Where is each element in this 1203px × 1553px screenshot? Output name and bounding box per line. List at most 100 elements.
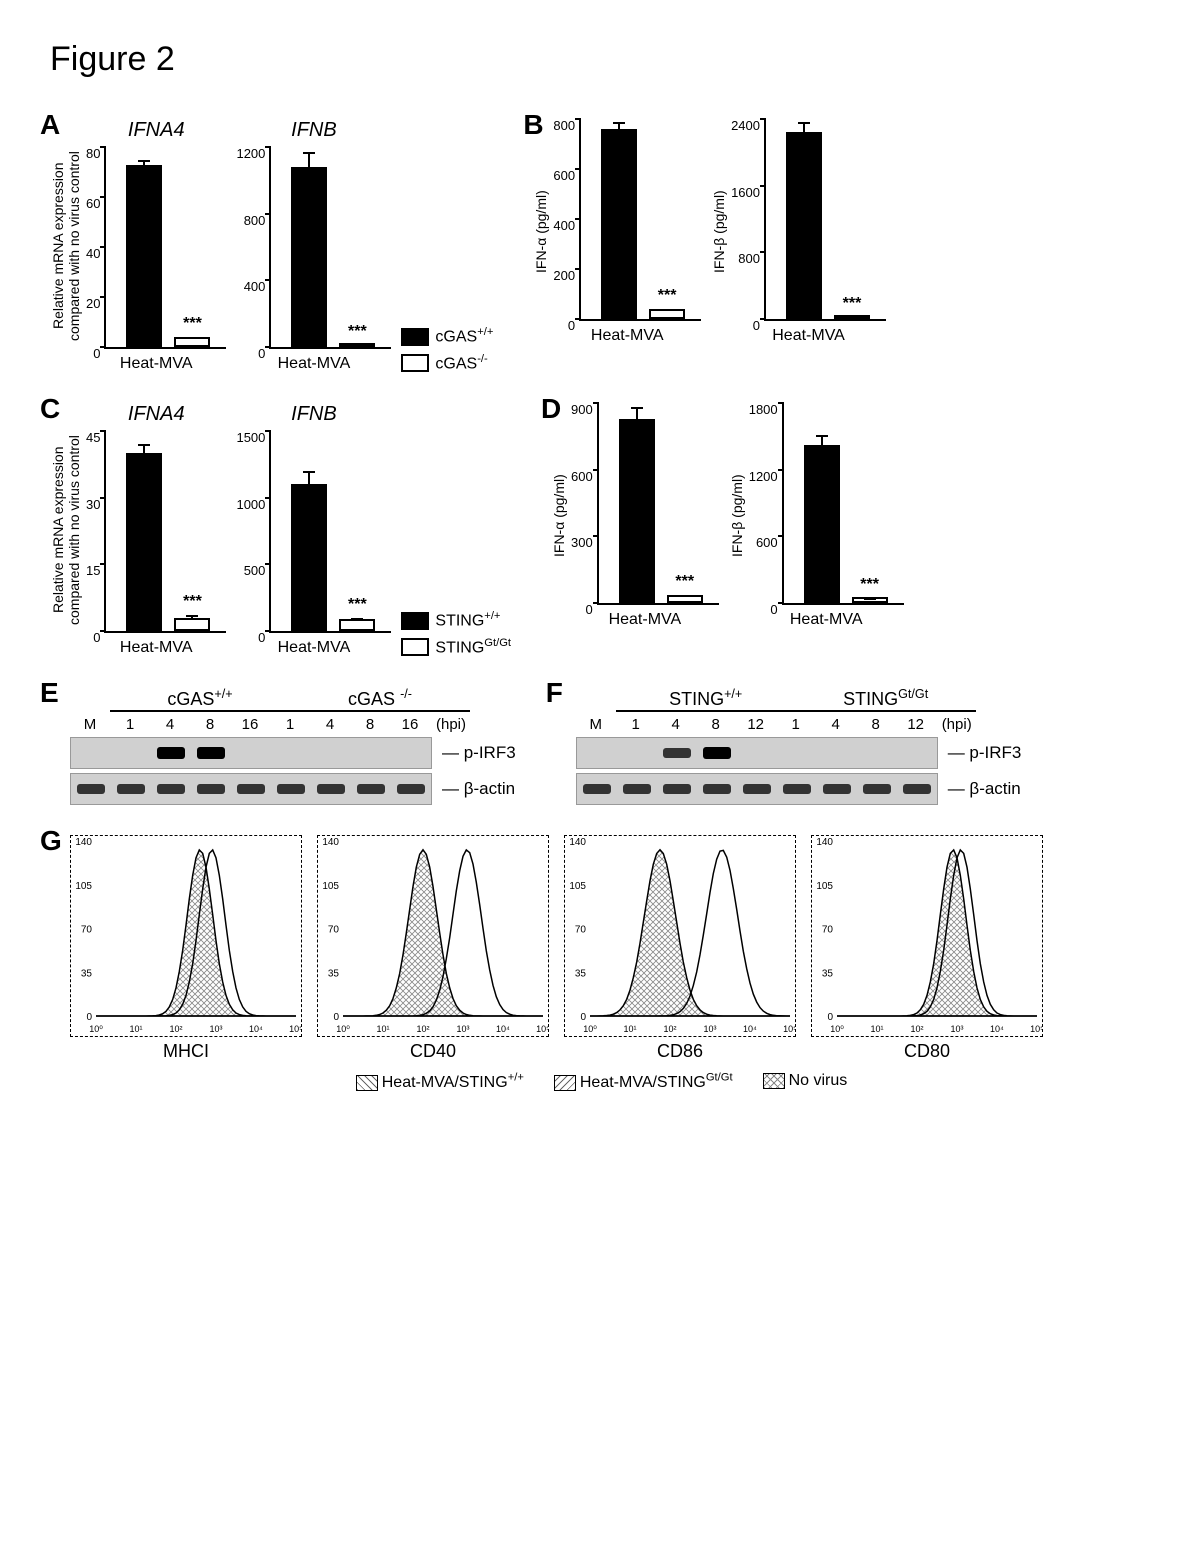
blot-group-label: STINGGt/Gt (796, 687, 976, 712)
svg-text:105: 105 (75, 881, 92, 892)
svg-text:140: 140 (75, 837, 92, 848)
legend: STING+/+ STINGGt/Gt (401, 610, 511, 657)
bar (619, 419, 655, 603)
svg-text:140: 140 (816, 837, 833, 848)
x-axis-label: Heat-MVA (609, 611, 682, 629)
y-axis-label: IFN-α (pg/ml) (533, 132, 549, 332)
blot-group-label: cGAS -/- (290, 687, 470, 712)
legend: cGAS+/+cGAS-/- (401, 326, 493, 373)
figure-title: Figure 2 (50, 40, 1153, 79)
bar: *** (339, 619, 375, 631)
legend-swatch (401, 354, 429, 372)
svg-text:10²: 10² (416, 1024, 429, 1034)
bar-canvas: *** (764, 119, 886, 321)
bar (804, 445, 840, 603)
y-axis-label: IFN-β (pg/ml) (729, 416, 745, 616)
legend-label: STINGGt/Gt (435, 637, 511, 657)
svg-text:140: 140 (322, 837, 339, 848)
blot-row-label: — β-actin (442, 779, 515, 799)
bar: *** (667, 595, 703, 603)
x-axis-label: Heat-MVA (591, 327, 664, 345)
y-axis-label: Relative mRNA expression compared with n… (50, 146, 82, 346)
svg-text:105: 105 (322, 881, 339, 892)
blot-row: — p-IRF3 (70, 737, 516, 769)
svg-text:10⁴: 10⁴ (249, 1024, 263, 1034)
bar: *** (649, 309, 685, 319)
panel-label: C (40, 393, 60, 425)
bar (126, 453, 162, 631)
x-axis-label: Heat-MVA (278, 355, 351, 373)
histogram-plot: 0357010514010⁰10¹10²10³10⁴10⁵CD86 (564, 835, 796, 1062)
blot-row: — β-actin (70, 773, 516, 805)
svg-text:10¹: 10¹ (623, 1024, 636, 1034)
histogram-marker-label: MHCI (70, 1041, 302, 1062)
bar-canvas: *** (597, 403, 719, 605)
chart-title: IFNA4 (128, 119, 185, 142)
legend-label: cGAS-/- (435, 353, 487, 373)
svg-text:70: 70 (81, 925, 93, 936)
svg-text:0: 0 (827, 1012, 833, 1023)
legend-item: Heat-MVA/STINGGt/Gt (554, 1072, 733, 1092)
x-axis-label: Heat-MVA (772, 327, 845, 345)
bar-canvas: *** (104, 147, 226, 349)
legend-swatch (401, 638, 429, 656)
svg-text:10³: 10³ (703, 1024, 716, 1034)
panel-label: A (40, 109, 60, 141)
significance-marker: *** (348, 323, 367, 341)
svg-text:10⁵: 10⁵ (783, 1024, 795, 1034)
svg-text:35: 35 (328, 968, 340, 979)
svg-text:10²: 10² (910, 1024, 923, 1034)
svg-text:10⁴: 10⁴ (743, 1024, 757, 1034)
blot-group-label: STING+/+ (616, 687, 796, 712)
y-axis-label: IFN-β (pg/ml) (711, 132, 727, 332)
panel-d: DIFN-α (pg/ml)9006003000***Heat-MVAIFN-β… (551, 403, 904, 657)
svg-text:10⁴: 10⁴ (496, 1024, 510, 1034)
chart-title: IFNB (291, 119, 337, 142)
y-axis-label: IFN-α (pg/ml) (551, 416, 567, 616)
svg-text:70: 70 (328, 925, 340, 936)
x-axis-label: Heat-MVA (120, 639, 193, 657)
svg-text:0: 0 (86, 1012, 92, 1023)
x-axis-label: Heat-MVA (278, 639, 351, 657)
svg-text:10⁰: 10⁰ (89, 1024, 103, 1034)
row-ef: EcGAS+/+cGAS -/-M1481614816(hpi)— p-IRF3… (50, 687, 1153, 805)
blot-row: — β-actin (576, 773, 1022, 805)
significance-marker: *** (183, 593, 202, 611)
blot-row-label: — p-IRF3 (442, 743, 516, 763)
chart-title: IFNB (291, 403, 337, 426)
histogram-plot: 0357010514010⁰10¹10²10³10⁴10⁵MHCI (70, 835, 302, 1062)
svg-text:0: 0 (333, 1012, 339, 1023)
svg-text:35: 35 (81, 968, 93, 979)
y-axis-label: Relative mRNA expression compared with n… (50, 430, 82, 630)
svg-text:105: 105 (569, 881, 586, 892)
svg-text:10¹: 10¹ (129, 1024, 142, 1034)
panel-b: BIFN-α (pg/ml)8006004002000***Heat-MVAIF… (533, 119, 886, 373)
svg-text:10³: 10³ (456, 1024, 469, 1034)
bar (126, 165, 162, 348)
significance-marker: *** (860, 576, 879, 594)
legend-item: STING+/+ (401, 610, 511, 630)
bar (601, 129, 637, 319)
histogram-marker-label: CD86 (564, 1041, 796, 1062)
svg-text:10²: 10² (169, 1024, 182, 1034)
svg-text:10⁰: 10⁰ (583, 1024, 597, 1034)
bar: *** (834, 315, 870, 319)
blot-row-label: — p-IRF3 (948, 743, 1022, 763)
significance-marker: *** (843, 295, 862, 313)
svg-text:35: 35 (575, 968, 587, 979)
legend-item: No virus (763, 1072, 848, 1092)
bar (786, 132, 822, 319)
svg-text:10¹: 10¹ (376, 1024, 389, 1034)
histogram-legend: Heat-MVA/STING+/+Heat-MVA/STINGGt/GtNo v… (50, 1072, 1153, 1092)
svg-text:10⁰: 10⁰ (830, 1024, 844, 1034)
blot-group-label: cGAS+/+ (110, 687, 290, 712)
panel-a: ARelative mRNA expression compared with … (50, 119, 493, 373)
legend-item: STINGGt/Gt (401, 637, 511, 657)
svg-text:10¹: 10¹ (870, 1024, 883, 1034)
significance-marker: *** (183, 315, 202, 333)
bar (291, 167, 327, 347)
panel-label: G (40, 825, 62, 857)
svg-text:140: 140 (569, 837, 586, 848)
bar (291, 484, 327, 631)
bar-canvas: *** (104, 431, 226, 633)
